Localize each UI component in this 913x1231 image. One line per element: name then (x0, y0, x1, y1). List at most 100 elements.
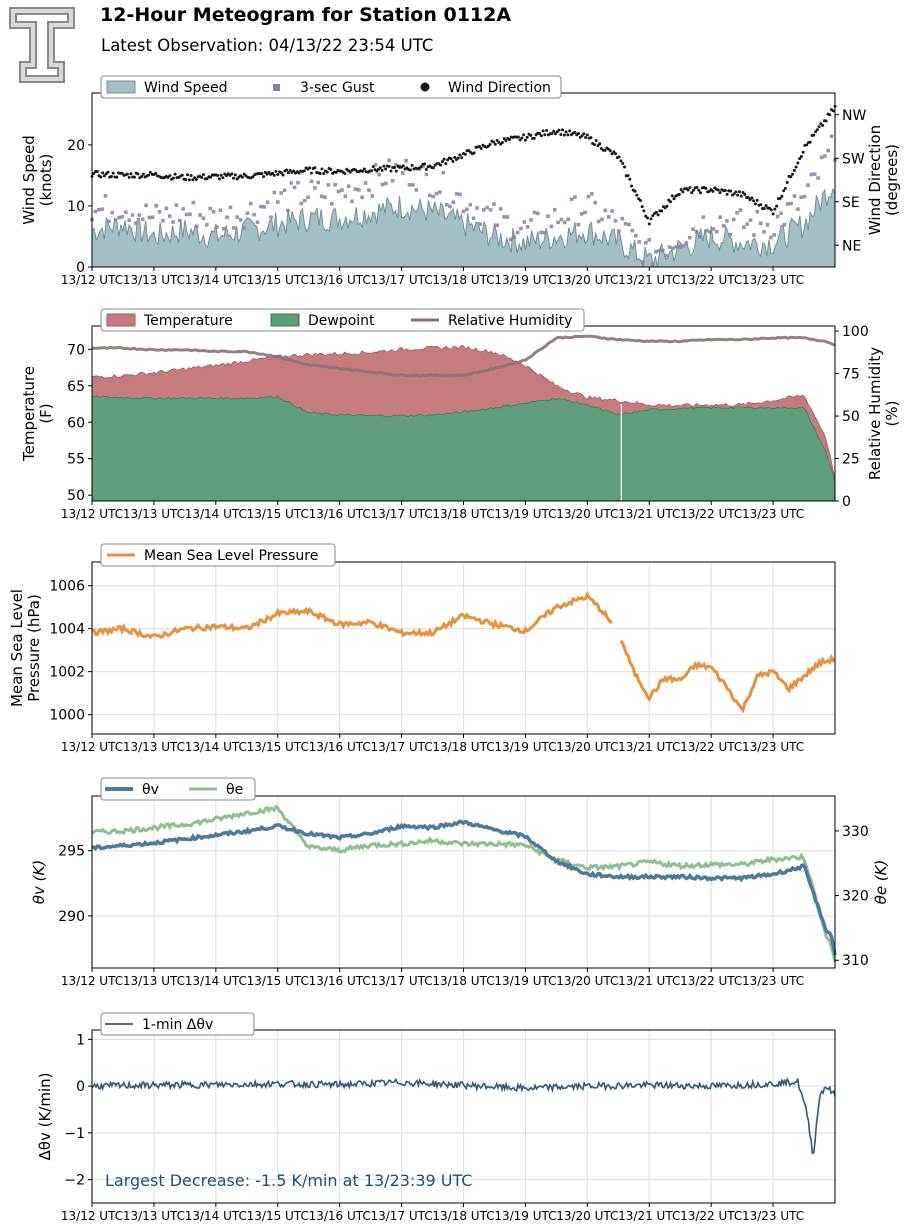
direction-point (723, 189, 727, 193)
direction-point (729, 189, 733, 193)
direction-point (111, 171, 115, 175)
gust-point (144, 203, 148, 208)
direction-point (217, 177, 221, 181)
gust-point (789, 201, 793, 206)
gust-point (427, 193, 432, 198)
y-axis-label: Δθv (K/min) (36, 1073, 54, 1161)
legend-label: 1-min Δθv (142, 1017, 213, 1033)
x-tick-label: 13/15 UTC (247, 974, 309, 988)
direction-point (272, 173, 276, 177)
gust-point (164, 206, 169, 211)
y-tick-label: 1004 (49, 622, 85, 638)
x-tick-label: 13/23 UTC (742, 740, 804, 754)
direction-point (500, 140, 504, 144)
direction-point (741, 190, 745, 194)
x-tick-label: 13/23 UTC (742, 507, 804, 521)
direction-point (755, 198, 759, 202)
gust-point (184, 212, 189, 217)
y2-axis-label: Wind Direction(degrees) (866, 125, 901, 235)
x-tick-label: 13/13 UTC (123, 273, 185, 287)
y2-tick-label: SW (842, 151, 865, 167)
gust-point (421, 164, 425, 169)
y2-tick-label: 25 (842, 452, 860, 468)
gust-point (326, 183, 331, 187)
direction-point (691, 188, 695, 192)
gust-point (613, 218, 618, 223)
gust-point (512, 235, 516, 240)
gust-point (96, 207, 101, 212)
gust-point (627, 222, 631, 227)
gust-point (755, 209, 760, 214)
direction-point (219, 173, 223, 177)
gust-point (728, 233, 733, 237)
legend-label: Wind Direction (448, 80, 551, 96)
x-tick-label: 13/23 UTC (742, 1209, 804, 1223)
direction-point (495, 138, 499, 142)
direction-point (529, 133, 533, 137)
gust-point (198, 213, 202, 217)
gust-point (721, 224, 726, 228)
gust-point (448, 204, 452, 209)
gust-point (623, 222, 628, 226)
direction-point (279, 171, 283, 175)
direction-point (221, 176, 225, 180)
y-tick-label: 1000 (49, 708, 85, 724)
direction-point (649, 217, 653, 221)
gust-point (188, 212, 192, 217)
direction-point (780, 194, 784, 198)
x-tick-label: 13/20 UTC (556, 273, 618, 287)
direction-point (789, 175, 793, 179)
direction-point (444, 162, 448, 166)
direction-point (451, 159, 455, 163)
gust-point (407, 183, 412, 187)
plot-frame (91, 795, 836, 969)
gust-point (725, 219, 729, 223)
legend-label: θe (226, 782, 243, 798)
gust-point (390, 179, 395, 183)
direction-point (668, 200, 672, 204)
gust-point (478, 222, 483, 226)
gust-point (174, 203, 179, 207)
x-tick-label: 13/22 UTC (680, 974, 742, 988)
direction-point (507, 138, 511, 142)
gust-point (718, 215, 722, 220)
gust-point (519, 226, 523, 231)
x-tick-label: 13/15 UTC (247, 1209, 309, 1223)
direction-point (115, 175, 119, 179)
theta-axes: 13/12 UTC 13/13 UTC 13/14 UTC 13/15 UTC 13/1… (58, 777, 869, 988)
gust-point (191, 200, 196, 205)
x-tick-label: 13/23 UTC (742, 974, 804, 988)
x-tick-label: 13/22 UTC (680, 740, 742, 754)
gust-point (208, 206, 213, 211)
direction-point (808, 140, 812, 144)
direction-point (576, 132, 580, 136)
x-tick-label: 13/23 UTC (742, 273, 804, 287)
direction-point (147, 173, 151, 177)
direction-point (562, 133, 566, 137)
gust-point (343, 194, 348, 199)
gust-point (157, 209, 162, 214)
x-tick-label: 13/19 UTC (494, 273, 556, 287)
direction-point (493, 142, 497, 146)
direction-point (251, 175, 255, 179)
direction-point (401, 164, 405, 168)
direction-point (194, 177, 198, 181)
direction-point (798, 157, 802, 161)
direction-point (288, 168, 292, 172)
direction-point (265, 172, 269, 176)
gust-point (245, 211, 250, 216)
direction-point (608, 149, 612, 153)
direction-point (127, 175, 131, 179)
direction-point (325, 170, 329, 174)
x-tick-label: 13/18 UTC (432, 974, 494, 988)
x-tick-label: 13/12 UTC (61, 507, 123, 521)
gust-point (340, 188, 344, 192)
direction-point (486, 144, 490, 148)
direction-point (205, 177, 209, 181)
gust-point (630, 228, 635, 233)
direction-point (783, 186, 787, 190)
direction-point (431, 166, 435, 170)
gust-point (664, 253, 668, 258)
direction-point (384, 167, 388, 171)
x-tick-label: 13/16 UTC (309, 507, 371, 521)
